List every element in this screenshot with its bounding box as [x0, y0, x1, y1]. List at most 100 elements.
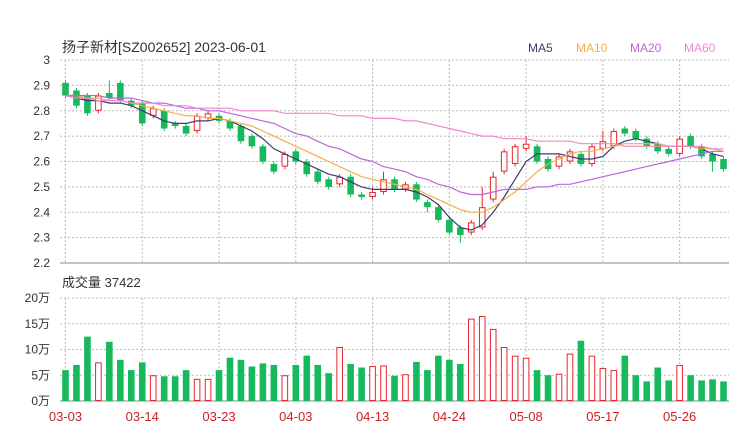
candle [62, 80, 69, 99]
candle-body [270, 164, 278, 172]
candle [588, 143, 596, 167]
candle-body [248, 136, 256, 147]
candle [314, 169, 322, 185]
candle [292, 148, 300, 165]
candle-body [369, 191, 376, 198]
volume-bar [117, 359, 124, 401]
price-tick-label: 2.9 [33, 78, 50, 92]
candle [435, 204, 442, 223]
candle [204, 110, 212, 121]
volume-bar [446, 359, 453, 401]
volume-bar [511, 355, 519, 401]
volume-bar [95, 362, 102, 401]
candle-body [654, 143, 662, 152]
candle [621, 125, 629, 137]
volume-bar [259, 363, 267, 401]
legend-ma60: MA60 [684, 41, 716, 55]
x-tick-label: 05-17 [586, 409, 619, 424]
candle [467, 219, 475, 236]
candle [489, 171, 497, 203]
candle [160, 108, 168, 132]
volume-bar [127, 370, 135, 401]
candle-body [621, 128, 629, 134]
volume-bar [171, 376, 179, 401]
candle-body [226, 120, 234, 129]
candle-body [347, 176, 354, 195]
candle-body [665, 148, 672, 154]
candle [347, 174, 354, 198]
price-tick-label: 2.6 [33, 155, 50, 169]
candle [270, 161, 278, 175]
candle [709, 151, 716, 172]
price-tick-label: 2.7 [33, 129, 50, 143]
candle-body [435, 207, 442, 220]
candle-body [687, 136, 694, 147]
candle [259, 143, 267, 165]
candle-body [259, 146, 267, 162]
volume-bar [325, 373, 332, 401]
volume-bar [632, 375, 640, 401]
candle-body [500, 151, 508, 172]
candle [478, 186, 486, 231]
candle [248, 133, 256, 149]
ma-line-ma10 [65, 94, 724, 213]
volume-bar [610, 370, 618, 402]
volume-bar [73, 364, 80, 401]
volume-bar [62, 370, 69, 401]
volume-title: 成交量 37422 [62, 275, 141, 290]
candle-body [325, 179, 332, 187]
price-y-axis: 3 2.9 2.8 2.7 2.6 2.5 2.4 2.3 2.2 [33, 53, 50, 270]
volume-bar [347, 363, 354, 401]
candle [665, 146, 672, 157]
x-axis: 03-03 03-14 03-23 04-03 04-13 04-24 05-08 05-17… [49, 409, 696, 424]
candle-body [138, 103, 146, 124]
volume-bar [336, 346, 343, 401]
x-tick-label: 04-03 [279, 409, 312, 424]
x-tick-label: 03-23 [202, 409, 235, 424]
candle-body [478, 207, 486, 228]
volume-bar [489, 328, 497, 401]
chart-title: 扬子新材[SZ002652] 2023-06-01 [62, 39, 266, 55]
price-tick-label: 2.8 [33, 104, 50, 118]
volume-bar [84, 336, 91, 401]
volume-bar [676, 364, 683, 402]
volume-bar [709, 379, 716, 401]
volume-bar [643, 381, 651, 401]
legend-ma20: MA20 [630, 41, 662, 55]
volume-bar [160, 376, 168, 401]
ma-line-ma60 [65, 94, 724, 150]
price-tick-label: 2.5 [33, 180, 50, 194]
candle-body [457, 227, 464, 236]
price-tick-label: 2.2 [33, 256, 50, 270]
candle-body [632, 131, 640, 139]
candle [84, 92, 91, 116]
volume-bar [106, 341, 113, 401]
candle-body [511, 146, 519, 165]
volume-bar [281, 375, 289, 401]
candle [720, 156, 727, 172]
candle-body [281, 153, 289, 167]
volume-bar [391, 375, 398, 401]
volume-bar [138, 362, 146, 401]
candle-body [380, 179, 387, 192]
candle [500, 148, 508, 175]
candle [424, 199, 431, 213]
candle-body [555, 156, 563, 167]
volume-bar [380, 365, 387, 401]
x-tick-label: 05-26 [663, 409, 696, 424]
x-tick-label: 03-03 [49, 409, 82, 424]
candle-body [84, 95, 91, 114]
volume-bar [402, 374, 409, 402]
volume-bar [533, 370, 541, 401]
x-tick-label: 05-08 [509, 409, 542, 424]
volume-bar [204, 378, 212, 402]
volume-bar [566, 353, 574, 401]
candle [555, 153, 563, 170]
volume-bar [577, 340, 585, 401]
candle [303, 158, 311, 177]
legend-ma5: MA5 [528, 41, 553, 55]
volume-tick-label: 0万 [31, 394, 50, 408]
volume-bars [62, 316, 727, 402]
volume-bar [314, 364, 322, 401]
